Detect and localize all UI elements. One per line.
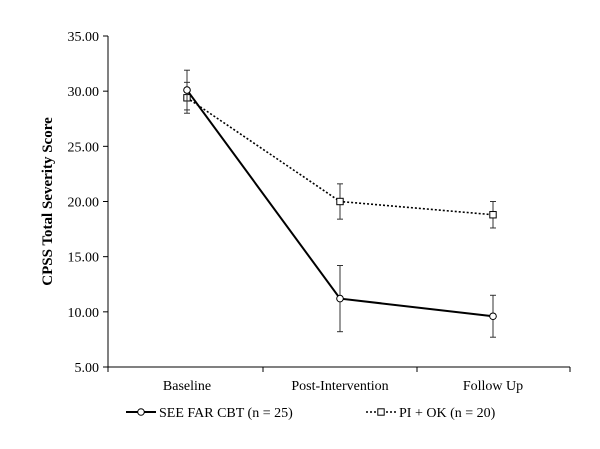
y-tick-label: 20.00 bbox=[68, 196, 100, 211]
x-tick-label: Post-Intervention bbox=[291, 379, 388, 394]
series-see-far-cbt bbox=[183, 69, 497, 338]
data-point-circle bbox=[336, 294, 344, 303]
legend-marker-square bbox=[377, 408, 385, 416]
y-tick-label: 30.00 bbox=[68, 85, 100, 100]
data-point-square bbox=[489, 211, 497, 219]
y-axis-ticks: 5.00 10.00 15.00 20.00 25.00 30.00 35.00 bbox=[68, 30, 108, 376]
legend-label: SEE FAR CBT (n = 25) bbox=[159, 406, 293, 421]
data-point-square bbox=[336, 197, 344, 206]
x-tick-label: Follow Up bbox=[463, 379, 523, 394]
y-axis-title: CPSS Total Severity Score bbox=[40, 117, 56, 286]
data-point-circle bbox=[183, 86, 191, 94]
y-tick-label: 25.00 bbox=[68, 140, 100, 155]
axes: 5.00 10.00 15.00 20.00 25.00 30.00 35.00 Basel… bbox=[68, 30, 571, 394]
legend-marker-circle bbox=[137, 408, 145, 416]
series-pi-ok bbox=[183, 81, 497, 229]
legend: SEE FAR CBT (n = 25) PI + OK (n = 20) bbox=[126, 406, 496, 421]
y-tick-label: 5.00 bbox=[75, 361, 100, 376]
y-tick-label: 15.00 bbox=[68, 251, 100, 266]
legend-item: SEE FAR CBT (n = 25) bbox=[126, 406, 293, 421]
data-point-circle bbox=[489, 312, 497, 321]
x-tick-label: Baseline bbox=[163, 379, 211, 394]
x-axis-ticks: Baseline Post-Intervention Follow Up bbox=[107, 367, 571, 394]
y-tick-label: 10.00 bbox=[68, 306, 100, 321]
series-layer bbox=[183, 69, 497, 338]
y-tick-label: 35.00 bbox=[68, 30, 100, 45]
legend-label: PI + OK (n = 20) bbox=[399, 406, 496, 421]
legend-item: PI + OK (n = 20) bbox=[366, 406, 496, 421]
